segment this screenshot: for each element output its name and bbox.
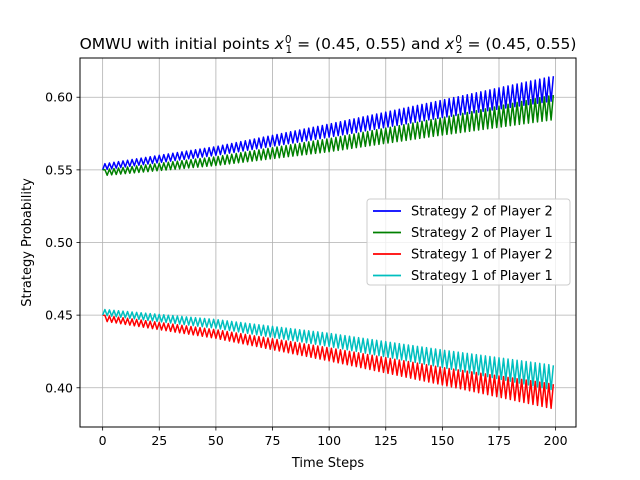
y-tick-label: 0.45: [45, 308, 73, 323]
title-value-1: = (0.45, 0.55) and: [292, 35, 445, 53]
series-layer: [101, 76, 555, 410]
title-sup-1: 0: [285, 34, 292, 46]
series-line-2: [102, 94, 555, 177]
x-tick-label: 0: [99, 433, 107, 448]
series-line-3: [102, 314, 555, 410]
y-tick-label: 0.55: [45, 162, 73, 177]
x-tick-label: 150: [430, 433, 454, 448]
x-tick-label: 200: [544, 433, 568, 448]
x-tick-label: 75: [265, 433, 281, 448]
title-sup-2: 0: [455, 34, 462, 46]
x-tick-label: 50: [208, 433, 224, 448]
legend-entry-label: Strategy 1 of Player 2: [411, 248, 553, 263]
ticks: 0 25 50 75 100 125 150 175 200 0.40 0.45 0.50 0.55 0.…: [45, 90, 567, 448]
title-var-1: x: [274, 35, 285, 53]
legend-entry-label: Strategy 2 of Player 2: [411, 205, 553, 220]
legend-entry-label: Strategy 1 of Player 1: [411, 269, 553, 284]
legend: Strategy 2 of Player 2 Strategy 2 of Play…: [366, 198, 571, 286]
title-value-2: = (0.45, 0.55): [463, 35, 577, 53]
y-tick-label: 0.60: [45, 90, 73, 105]
series-line-4: [101, 308, 555, 391]
y-tick-label: 0.50: [45, 235, 73, 250]
series-line-1: [101, 76, 555, 171]
title-sub-2: 2: [456, 44, 463, 56]
title-prefix: OMWU with initial points: [80, 35, 275, 53]
title-var-2: x: [444, 35, 455, 53]
legend-entry-label: Strategy 2 of Player 1: [411, 226, 553, 241]
x-axis-label: Time Steps: [291, 456, 365, 471]
x-tick-label: 175: [487, 433, 511, 448]
y-axis-label: Strategy Probability: [20, 178, 35, 307]
y-tick-label: 0.40: [45, 380, 73, 395]
chart-title: OMWU with initial points x0 1 = (0.45, 0.…: [80, 34, 577, 56]
x-tick-label: 25: [151, 433, 167, 448]
x-tick-label: 125: [374, 433, 398, 448]
x-tick-label: 100: [317, 433, 341, 448]
legend-box: [366, 198, 571, 286]
title-sub-1: 1: [286, 44, 293, 56]
